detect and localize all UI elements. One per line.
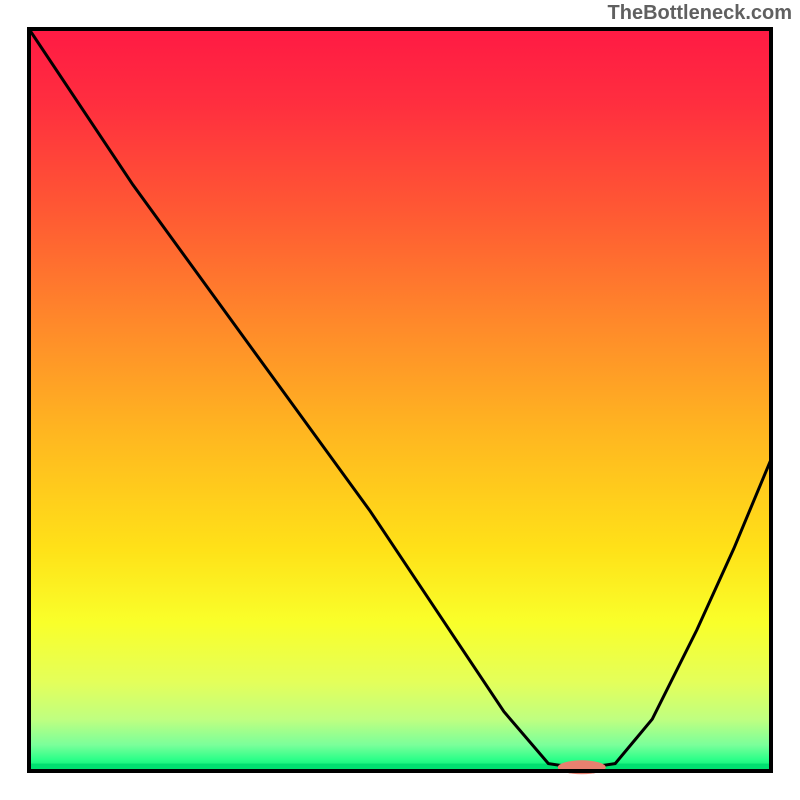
bottleneck-chart bbox=[0, 0, 800, 800]
plot-background bbox=[29, 29, 771, 771]
watermark-text: TheBottleneck.com bbox=[608, 2, 792, 25]
